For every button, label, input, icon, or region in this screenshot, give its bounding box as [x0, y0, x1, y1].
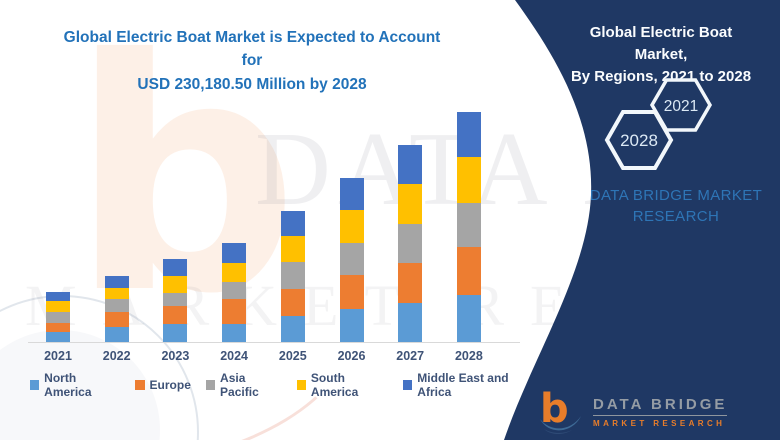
logo-swoosh: [540, 416, 581, 431]
x-axis-label-2028: 2028: [454, 349, 483, 363]
x-axis-label-2023: 2023: [161, 349, 190, 363]
segment-asia-pacific-2024: [222, 282, 247, 299]
stacked-bar-2023: [163, 259, 188, 342]
databridge-logo-icon: b: [540, 389, 581, 435]
stacked-bar-2022: [104, 276, 129, 342]
x-axis-label-2021: 2021: [44, 349, 72, 363]
segment-asia-pacific-2025: [280, 262, 305, 289]
segment-europe-2021: [46, 323, 70, 332]
segment-south-america-2025: [280, 236, 305, 262]
x-axis-labels: 2021 2022 2023 2024 2025 2026 2027 2028: [0, 349, 530, 365]
legend-item-south-america: South America: [296, 371, 388, 399]
chart-title-line2: USD 230,180.50 Million by 2028: [137, 75, 367, 93]
x-axis-label-2022: 2022: [102, 349, 131, 363]
legend-swatch: [205, 380, 216, 390]
segment-europe-2028: [456, 247, 481, 295]
hexagon-2021-label: 2021: [664, 98, 698, 115]
panel-brand-line2: RESEARCH: [632, 208, 720, 225]
logo-subtitle: MARKET RESEARCH: [593, 419, 726, 428]
panel-brand-text: DATA BRIDGE MARKET RESEARCH: [580, 185, 772, 227]
legend-label: Middle East and Africa: [417, 371, 509, 399]
segment-north-america-2026: [339, 309, 364, 342]
stacked-bar-2025: [280, 211, 305, 342]
x-axis-label-2026: 2026: [337, 349, 366, 363]
logo-name: DATA BRIDGE: [593, 396, 728, 416]
legend-label: South America: [310, 371, 359, 399]
segment-europe-2025: [280, 289, 305, 316]
segment-europe-2023: [163, 306, 188, 324]
stacked-bar-2026: [339, 178, 364, 342]
legend-item-middle-east-and-africa: Middle East and Africa: [403, 371, 535, 399]
segment-south-america-2027: [398, 184, 423, 224]
chart-legend: North America Europe Asia Pacific South Ame…: [30, 371, 535, 399]
segment-europe-2027: [398, 263, 423, 303]
legend-swatch: [134, 380, 145, 390]
stacked-bar-2028: [456, 111, 481, 342]
segment-asia-pacific-2028: [456, 203, 481, 247]
chart-title: Global Electric Boat Market is Expected …: [52, 26, 452, 96]
segment-south-america-2023: [163, 276, 188, 293]
segment-south-america-2021: [46, 301, 70, 312]
segment-asia-pacific-2022: [104, 299, 129, 312]
logo-swoosh-tail: [544, 429, 572, 435]
logo-b-glyph: b: [540, 389, 569, 432]
legend-swatch: [30, 380, 40, 390]
segment-north-america-2024: [222, 324, 247, 342]
segment-middle-east-and-africa-2021: [46, 292, 70, 301]
segment-middle-east-and-africa-2023: [163, 259, 188, 276]
segment-middle-east-and-africa-2027: [398, 145, 423, 184]
segment-south-america-2026: [339, 210, 364, 243]
segment-north-america-2027: [398, 303, 423, 342]
segment-europe-2024: [222, 299, 247, 324]
segment-north-america-2023: [163, 324, 188, 342]
segment-north-america-2022: [104, 327, 129, 342]
legend-item-asia-pacific: Asia Pacific: [205, 371, 282, 399]
hexagon-2021: [649, 78, 713, 132]
year-hexagons: 2028 2021: [604, 78, 713, 170]
stacked-bar-2027: [398, 145, 423, 342]
legend-label: Asia Pacific: [220, 371, 259, 399]
hexagon-2028: [604, 110, 674, 170]
chart-title-line1: Global Electric Boat Market is Expected …: [63, 29, 441, 70]
legend-label: North America: [44, 371, 92, 399]
panel-title-line1: Global Electric Boat Market,: [589, 24, 733, 63]
segment-north-america-2025: [280, 316, 305, 342]
segment-north-america-2028: [456, 295, 481, 342]
segment-asia-pacific-2023: [163, 293, 188, 306]
x-axis-label-2024: 2024: [220, 349, 248, 363]
segment-middle-east-and-africa-2025: [280, 211, 305, 236]
databridge-logo: b DATA BRIDGE MARKET RESEARCH: [536, 389, 728, 435]
stacked-bar-2024: [222, 243, 247, 342]
segment-middle-east-and-africa-2022: [104, 276, 129, 288]
segment-europe-2022: [104, 312, 129, 327]
legend-swatch: [403, 380, 413, 390]
legend-label: Europe: [149, 378, 191, 392]
segment-asia-pacific-2027: [398, 224, 423, 263]
legend-item-north-america: North America: [30, 371, 120, 399]
segment-south-america-2028: [456, 157, 481, 203]
segment-north-america-2021: [46, 332, 70, 342]
panel-title: Global Electric Boat Market, By Regions,…: [568, 22, 754, 87]
bar-chart: [0, 107, 530, 342]
segment-middle-east-and-africa-2026: [339, 178, 364, 210]
segment-europe-2026: [339, 275, 364, 309]
x-axis-label-2025: 2025: [278, 349, 307, 363]
segment-middle-east-and-africa-2028: [456, 111, 481, 157]
segment-south-america-2024: [222, 263, 247, 282]
segment-asia-pacific-2021: [46, 312, 70, 323]
stacked-bar-2021: [46, 292, 70, 342]
x-axis-label-2027: 2027: [396, 349, 425, 363]
hexagon-2028-label: 2028: [620, 131, 658, 150]
panel-title-line2: By Regions, 2021 to 2028: [570, 67, 752, 85]
segment-middle-east-and-africa-2024: [222, 243, 247, 263]
legend-item-europe: Europe: [134, 378, 191, 392]
legend-swatch: [296, 380, 306, 390]
panel-brand-line1: DATA BRIDGE MARKET: [589, 187, 763, 204]
segment-south-america-2022: [104, 288, 129, 299]
x-axis-line: [28, 342, 520, 343]
segment-asia-pacific-2026: [339, 243, 364, 275]
